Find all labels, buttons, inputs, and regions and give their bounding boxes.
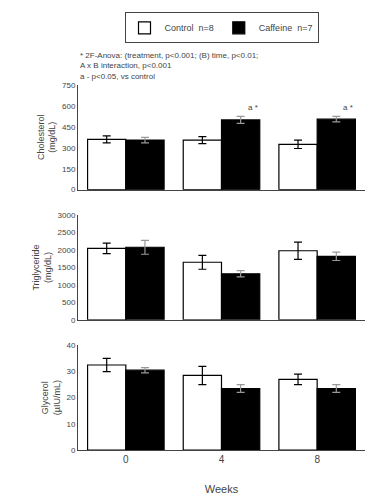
svg-text:750: 750 [62,81,76,90]
svg-text:450: 450 [62,123,76,132]
svg-text:40: 40 [66,341,75,350]
svg-text:* 2F-Anova: (treatment, p<0.00: * 2F-Anova: (treatment, p<0.001; (B) tim… [80,51,258,81]
svg-text:Weeks: Weeks [205,483,239,495]
svg-text:4: 4 [219,454,225,465]
svg-text:Control n=8: Control n=8 [165,23,214,33]
svg-text:Caffeine n=7: Caffeine n=7 [259,23,313,33]
svg-text:150: 150 [62,165,76,174]
svg-text:8: 8 [314,454,320,465]
svg-text:1500: 1500 [58,263,76,272]
svg-text:0: 0 [71,185,76,194]
svg-text:20: 20 [66,393,75,402]
svg-text:a *: a * [343,103,353,112]
svg-text:1000: 1000 [58,281,76,290]
svg-text:500: 500 [62,298,76,307]
svg-text:2500: 2500 [58,228,76,237]
svg-text:Triglyceride(mg/dL): Triglyceride(mg/dL) [31,244,53,290]
svg-text:300: 300 [62,144,76,153]
svg-text:0: 0 [123,454,129,465]
svg-text:Cholesterol(mg/dL): Cholesterol(mg/dL) [36,115,58,161]
svg-text:10: 10 [66,420,75,429]
svg-text:30: 30 [66,367,75,376]
svg-text:0: 0 [71,316,76,325]
svg-text:0: 0 [71,446,76,455]
svg-text:3000: 3000 [58,211,76,220]
svg-text:2000: 2000 [58,246,76,255]
svg-text:600: 600 [62,102,76,111]
svg-text:Glycerol(µIU/mL): Glycerol(µIU/mL) [40,380,62,415]
svg-text:a *: a * [248,103,258,112]
